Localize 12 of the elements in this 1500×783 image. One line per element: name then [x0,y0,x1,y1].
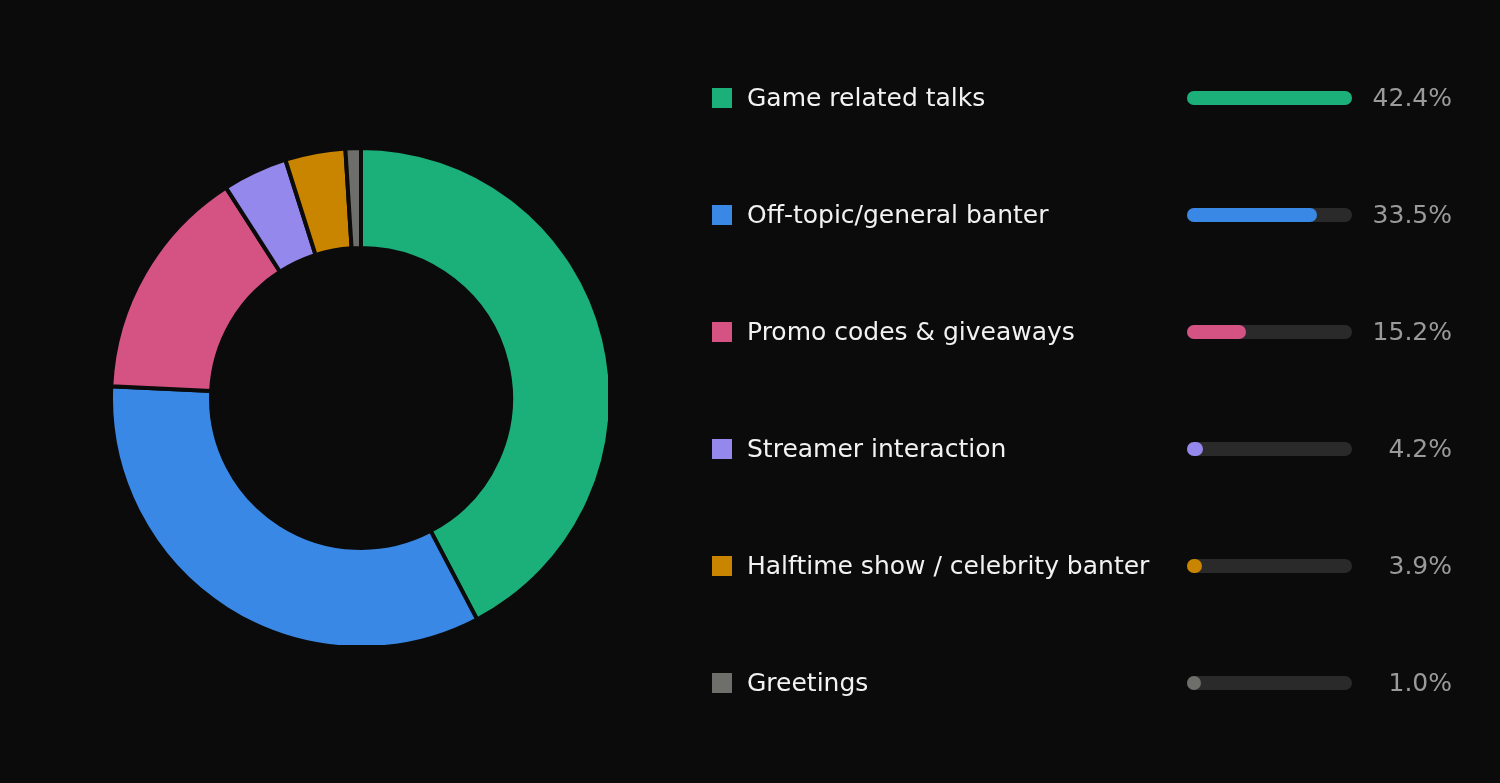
data-label: 15.2% [1371,316,1452,348]
data-label: 42.4% [1371,82,1452,114]
legend-label: Greetings [747,667,870,699]
legend-label: Off-topic/general banter [747,199,1050,231]
data-label: 4.2% [1387,433,1452,465]
legend-label: Halftime show / celebrity banter [747,550,1151,582]
data-label: 3.9% [1387,550,1452,582]
data-label: 1.0% [1387,667,1452,699]
legend-label: Promo codes & giveaways [747,316,1076,348]
data-label: 33.5% [1371,199,1452,231]
legend-label: Streamer interaction [747,433,1008,465]
legend-label: Game related talks [747,82,987,114]
